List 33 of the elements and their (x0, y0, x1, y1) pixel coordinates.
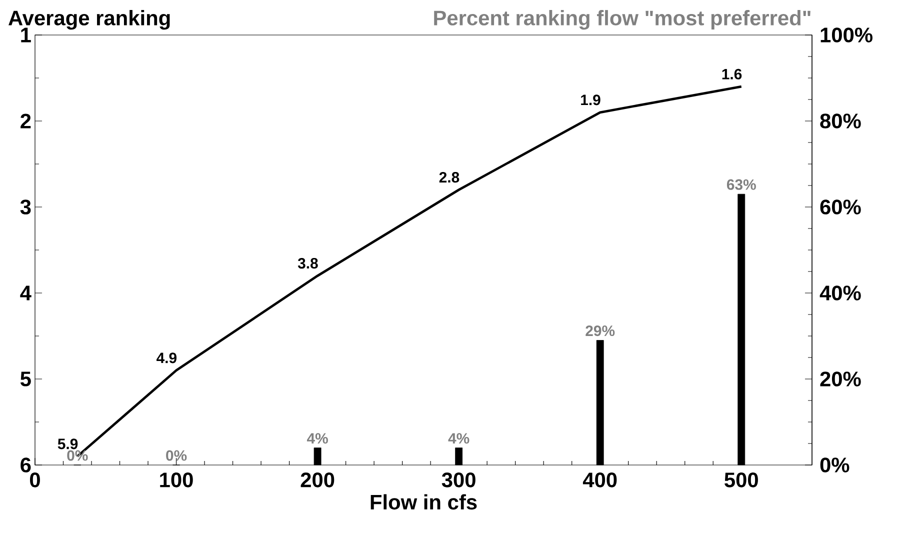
x-tick-label: 0 (30, 472, 40, 488)
y2-tick-label: 20% (820, 372, 861, 386)
y2-tick-label: 0% (820, 458, 850, 472)
y2-tick-label: 60% (820, 200, 861, 214)
y-tick-label: 1 (21, 28, 31, 42)
data-label: 1.6 (722, 68, 742, 80)
x-tick-label: 300 (442, 472, 476, 488)
y2-tick-label: 80% (820, 114, 861, 128)
y-tick-label: 4 (20, 286, 32, 300)
y-tick-label: 5 (20, 372, 31, 386)
data-label: 4% (306, 433, 328, 444)
x-tick-label: 200 (300, 472, 334, 488)
y2-axis-title: Percent ranking flow "most preferred" (434, 10, 810, 30)
data-label: 4% (448, 433, 470, 444)
y-tick-label: 3 (20, 200, 31, 214)
data-label: 5.9 (58, 438, 78, 450)
data-label: 3.8 (298, 258, 318, 269)
y-axis-title: Average ranking (8, 10, 170, 30)
x-tick-label: 500 (724, 472, 758, 488)
data-label: 4.9 (156, 352, 177, 364)
x-axis-title: Flow in cfs (370, 494, 477, 510)
data-label: 2.8 (439, 172, 460, 183)
data-label: 1.9 (581, 94, 600, 106)
y-tick-label: 6 (20, 458, 31, 472)
y2-tick-label: 40% (820, 286, 861, 300)
data-label: 0% (67, 450, 88, 461)
y2-tick-label: 100% (820, 28, 872, 42)
x-tick-label: 100 (160, 472, 193, 488)
data-label: 63% (726, 179, 756, 190)
y-tick-label: 2 (20, 114, 31, 128)
data-label: 0% (166, 450, 187, 461)
data-label: 29% (586, 326, 615, 336)
x-tick-label: 400 (582, 472, 617, 488)
